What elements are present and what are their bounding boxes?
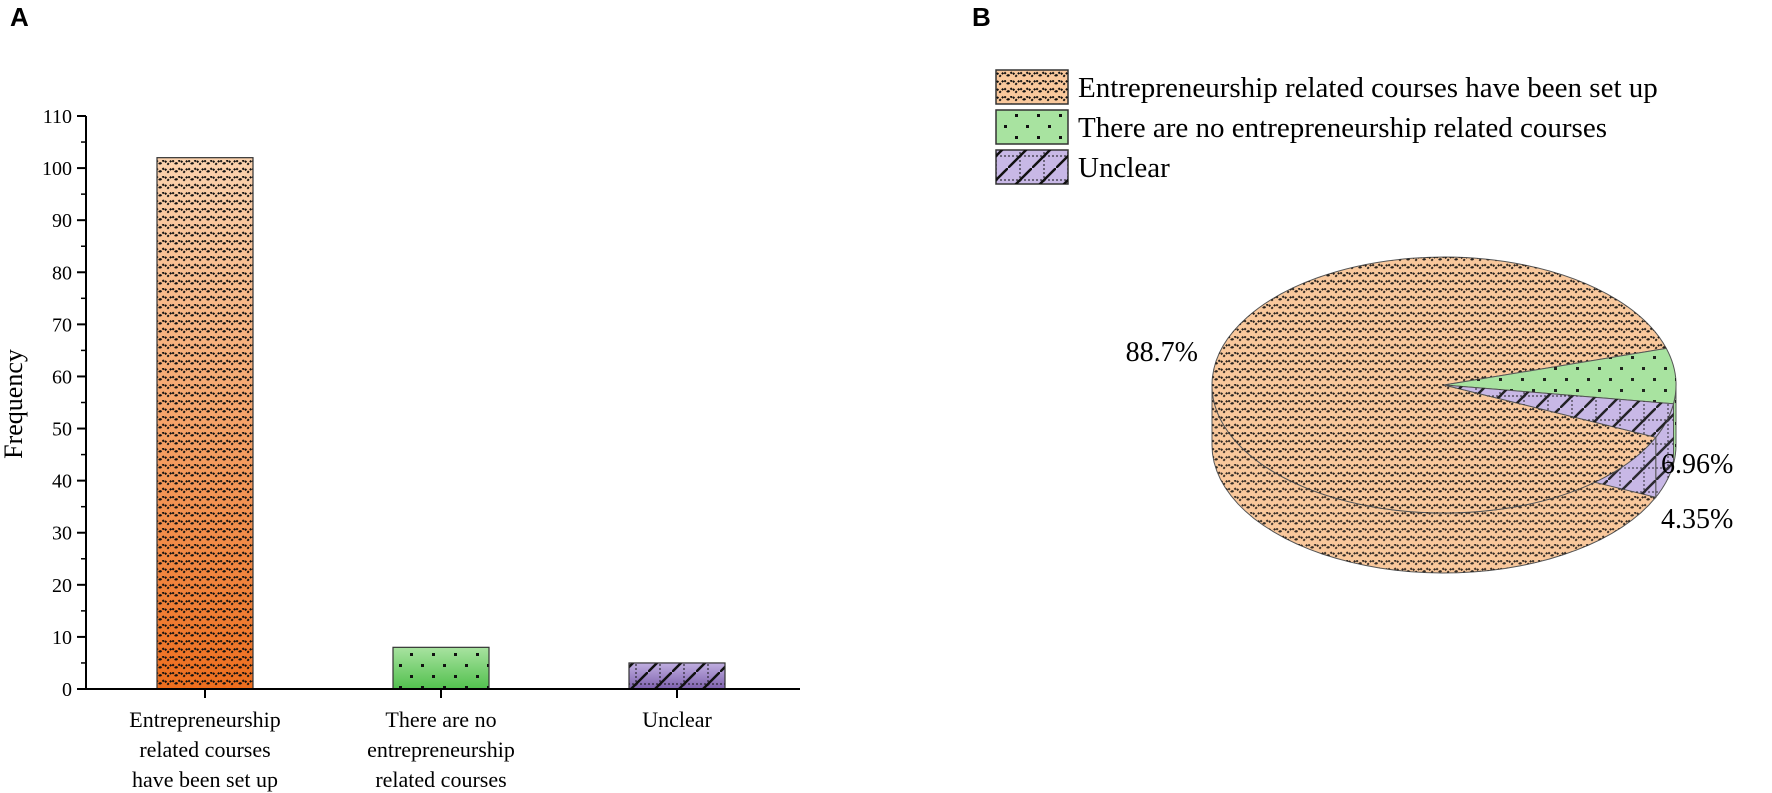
y-tick-label: 10 bbox=[52, 627, 72, 649]
legend-item: There are no entrepreneurship related co… bbox=[995, 109, 1607, 145]
pie-percent-label: 6.96% bbox=[1661, 449, 1733, 480]
legend-label: Unclear bbox=[1078, 152, 1170, 184]
x-category-label: Unclear bbox=[642, 707, 712, 732]
bar bbox=[156, 157, 254, 690]
bar bbox=[392, 646, 490, 690]
panel-a-label: A bbox=[10, 2, 29, 32]
y-axis-label: Frequency bbox=[0, 349, 28, 459]
y-tick-label: 90 bbox=[52, 210, 72, 232]
bar-chart: Frequency 0 10 20 30 40 50 60 70 80 90 100 110 Entr… bbox=[0, 106, 800, 792]
bars bbox=[156, 157, 726, 690]
pie-percent-label: 88.7% bbox=[1126, 337, 1198, 368]
y-tick-label: 100 bbox=[42, 158, 72, 180]
pie-percent-label: 4.35% bbox=[1661, 504, 1733, 535]
y-tick-label: 20 bbox=[52, 575, 72, 597]
y-tick-label: 110 bbox=[43, 106, 72, 128]
pie-slice bbox=[1443, 384, 1675, 438]
legend-label: Entrepreneurship related courses have be… bbox=[1078, 72, 1658, 104]
pie-slice bbox=[1211, 256, 1668, 514]
pie-percent-labels: 88.7% 6.96% 4.35% bbox=[1126, 337, 1734, 535]
bar bbox=[628, 662, 726, 690]
y-tick-label: 40 bbox=[52, 471, 72, 493]
y-tick-label: 30 bbox=[52, 523, 72, 545]
legend-item: Unclear bbox=[995, 149, 1170, 185]
pie-legend: Entrepreneurship related courses have be… bbox=[995, 69, 1658, 185]
x-axis-categories: Entrepreneurship related courses have been… bbox=[129, 689, 712, 792]
y-tick-label: 80 bbox=[52, 262, 72, 284]
legend-label: There are no entrepreneurship related co… bbox=[1078, 112, 1607, 144]
pie-chart bbox=[1211, 256, 1677, 574]
legend-item: Entrepreneurship related courses have be… bbox=[995, 69, 1658, 105]
y-axis-ticks: 0 10 20 30 40 50 60 70 80 90 100 110 bbox=[42, 106, 86, 701]
panel-b-label: B bbox=[972, 2, 991, 32]
y-tick-label: 70 bbox=[52, 314, 72, 336]
x-category-label: There are no entrepreneurship related cour… bbox=[367, 707, 515, 792]
x-category-label: Entrepreneurship related courses have been… bbox=[129, 707, 281, 792]
y-tick-label: 0 bbox=[62, 679, 72, 701]
y-tick-label: 60 bbox=[52, 366, 72, 388]
y-tick-label: 50 bbox=[52, 419, 72, 441]
